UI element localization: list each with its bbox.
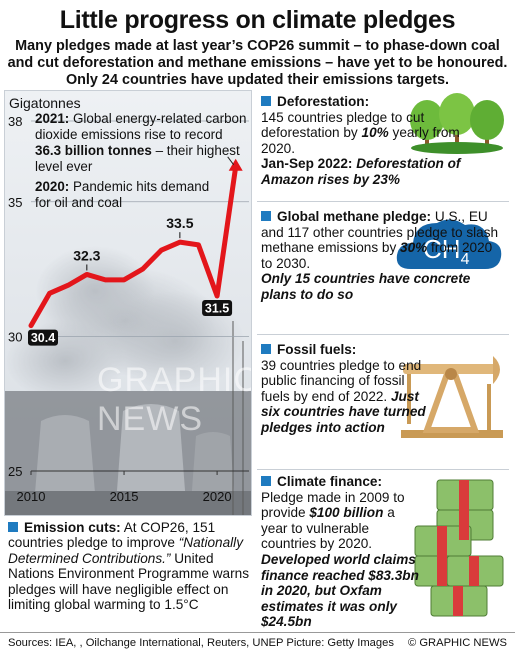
page-title: Little progress on climate pledges <box>59 6 456 34</box>
chart-gridlines <box>31 120 249 472</box>
emission-cuts-quote: “Nationally Determined Contributions.” <box>8 535 243 566</box>
climate-finance-text-a: Pledge made in 2009 to provide <box>261 489 405 521</box>
data-label-box <box>202 300 233 316</box>
data-label: 30.4 <box>31 331 55 345</box>
trees-icon <box>410 93 504 154</box>
deforestation-text-b: yearly from 2020. <box>261 125 460 156</box>
data-label: 31.5 <box>205 302 229 316</box>
data-label-box <box>28 329 58 346</box>
note-2020-year: 2020: <box>35 179 70 194</box>
fossil-fuels-panel: Fossil fuels: 39 countries pledge to end… <box>257 338 509 470</box>
data-label: 33.5 <box>166 215 193 231</box>
emissions-line <box>28 164 239 329</box>
note-2021-highlight: 36.3 billion tonnes <box>35 143 152 158</box>
methane-formula: CH4 <box>423 234 470 268</box>
climate-finance-text-b: a year to vulnerable countries by 2020. <box>261 505 395 552</box>
data-label: 32.3 <box>73 247 100 263</box>
fossil-fuels-text-a: 39 countries pledge to end public financ… <box>261 357 422 404</box>
note-2020: 2020: Pandemic hits demand for oil and c… <box>35 179 215 211</box>
climate-finance-panel: Climate finance: Pledge made in 2009 to … <box>257 472 509 630</box>
footer: Sources: IEA, , Oilchange International,… <box>0 632 515 654</box>
note-2021: 2021: Global energy-related carbon dioxi… <box>35 111 247 175</box>
note-2021-text-b: – their highest level ever <box>35 143 240 174</box>
fossil-fuels-highlight: Just six countries have turned pledges i… <box>261 388 426 435</box>
page-subtitle: Many pledges made at last year’s COP26 s… <box>7 38 508 88</box>
power-plant-photo <box>5 246 251 515</box>
y-axis-ticks: 25 30 35 38 <box>8 114 22 479</box>
climate-finance-amount: $100 billion <box>309 505 384 521</box>
deforestation-highlight: Deforestation of Amazon rises by 23% <box>261 156 461 187</box>
y-tick-label: 30 <box>8 329 22 344</box>
deforestation-heading: Deforestation: <box>277 94 370 109</box>
x-tick-label: 2020 <box>203 489 232 504</box>
deforestation-pct: 10% <box>361 125 389 141</box>
note-2020-text: Pandemic hits demand for oil and coal <box>35 179 210 210</box>
methane-panel: CH4 Global methane pledge: U.S., EU and … <box>257 205 509 335</box>
deforestation-highlight-date: Jan-Sep 2022: <box>261 156 353 172</box>
x-tick-label: 2015 <box>110 489 139 504</box>
deforestation-text: Deforestation: 145 countries pledge to c… <box>261 94 481 188</box>
y-tick-label: 38 <box>8 114 22 129</box>
methane-text: Global methane pledge: U.S., EU and 117 … <box>261 209 501 303</box>
emission-cuts-text-a: At COP26, 151 countries pledge to improv… <box>8 520 216 551</box>
oil-pump-icon <box>401 356 503 438</box>
cash-stacks-icon <box>414 479 504 617</box>
x-tick-label: 2010 <box>17 489 46 504</box>
line-arrowhead <box>228 158 243 171</box>
fossil-fuels-text: Fossil fuels: 39 countries pledge to end… <box>261 342 431 436</box>
bullet-square-icon <box>261 476 271 486</box>
fossil-fuels-heading: Fossil fuels: <box>277 342 357 357</box>
deforestation-panel: Deforestation: 145 countries pledge to c… <box>257 90 509 202</box>
methane-cloud-icon: CH4 <box>396 219 502 269</box>
bullet-square-icon <box>8 522 18 532</box>
emission-cuts-section: Emission cuts: At COP26, 151 countries p… <box>8 520 252 612</box>
y-tick-label: 25 <box>8 464 22 479</box>
emissions-chart: 25 30 35 38 2010 2015 2020 30.4 32.3 33.5 31.5 <box>5 91 251 515</box>
climate-finance-highlight: Developed world claims finance reached $… <box>261 551 419 630</box>
note-2021-text: Global energy-related carbon dioxide emi… <box>35 111 247 142</box>
bullet-square-icon <box>261 344 271 354</box>
methane-heading: Global methane pledge: <box>277 209 432 224</box>
bullet-square-icon <box>261 96 271 106</box>
bullet-square-icon <box>261 211 271 221</box>
emissions-chart-panel: 25 30 35 38 2010 2015 2020 30.4 32.3 33.5 31.5 G… <box>4 90 252 516</box>
methane-highlight: Only 15 countries have concrete plans to… <box>261 271 471 302</box>
climate-finance-heading: Climate finance: <box>277 474 382 489</box>
climate-finance-text: Climate finance: Pledge made in 2009 to … <box>261 474 421 630</box>
methane-text-b: from 2020 to 2030. <box>261 240 493 271</box>
footer-credit: © GRAPHIC NEWS <box>408 637 507 649</box>
y-tick-label: 35 <box>8 195 22 210</box>
emission-cuts-text-b: United Nations Environment Programme war… <box>8 550 250 613</box>
note-connector <box>227 156 235 166</box>
note-2021-year: 2021: <box>35 111 70 126</box>
emissions-series <box>28 156 243 329</box>
x-axis-ticks: 2010 2015 2020 <box>17 471 232 504</box>
data-labels: 30.4 32.3 33.5 31.5 <box>28 215 233 346</box>
y-axis-unit-label: Gigatonnes <box>9 95 81 111</box>
methane-text-a: U.S., EU and 117 other countries pledge … <box>261 209 499 256</box>
emission-cuts-heading: Emission cuts: <box>24 520 121 535</box>
methane-pct: 30% <box>400 240 428 256</box>
deforestation-text-a: 145 countries pledge to cut deforestatio… <box>261 109 425 141</box>
footer-sources: Sources: IEA, , Oilchange International,… <box>8 637 394 649</box>
